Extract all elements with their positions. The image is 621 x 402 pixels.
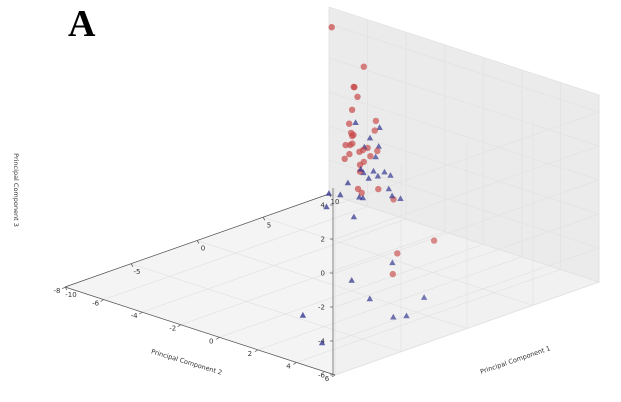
data-point-circle bbox=[328, 24, 335, 31]
z-axis-label: Principal Component 3 bbox=[12, 153, 20, 227]
y-axis-line bbox=[64, 286, 336, 376]
x-tick-mark bbox=[130, 263, 134, 267]
y-tick-mark bbox=[138, 311, 143, 315]
data-point-circle bbox=[372, 117, 380, 125]
data-point-triangle bbox=[385, 185, 392, 192]
z-tick-label: -6 bbox=[318, 372, 326, 380]
data-point-triangle bbox=[366, 295, 373, 302]
y-tick-label: 0 bbox=[209, 337, 213, 345]
data-point-triangle bbox=[420, 294, 428, 300]
data-point-circle bbox=[367, 153, 374, 160]
data-point-circle bbox=[389, 270, 396, 278]
data-point-triangle bbox=[337, 191, 344, 198]
y-tick-label: 6 bbox=[325, 375, 330, 383]
x-axis-label: Principal Component 1 bbox=[479, 344, 551, 376]
data-point-circle bbox=[354, 93, 361, 101]
grid-line-z bbox=[328, 57, 601, 240]
x-tick-label: 5 bbox=[267, 221, 271, 229]
y-tick-mark bbox=[100, 299, 104, 302]
x-tick-mark bbox=[196, 240, 200, 244]
z-tick-label: -2 bbox=[318, 304, 325, 312]
grid-line-z bbox=[328, 193, 601, 376]
x-tick-label: 10 bbox=[331, 198, 340, 206]
data-point-triangle bbox=[357, 165, 364, 172]
y-tick-label: 4 bbox=[286, 362, 291, 370]
data-point-circle bbox=[346, 150, 353, 158]
data-point-triangle bbox=[350, 213, 358, 220]
x-tick-label: -5 bbox=[134, 268, 141, 276]
y-tick-label: 2 bbox=[248, 350, 252, 358]
chart-points bbox=[299, 24, 438, 346]
data-point-triangle bbox=[325, 190, 333, 196]
data-point-circle bbox=[360, 63, 367, 70]
y-tick-mark bbox=[254, 349, 259, 353]
data-point-triangle bbox=[366, 134, 374, 141]
data-point-triangle bbox=[318, 339, 326, 346]
z-tick-label: 2 bbox=[321, 236, 325, 244]
data-point-circle bbox=[371, 127, 378, 134]
data-point-triangle bbox=[376, 124, 383, 130]
data-point-triangle bbox=[352, 119, 359, 125]
x-tick-label: 0 bbox=[201, 245, 205, 253]
y-tick-mark bbox=[331, 374, 336, 378]
y-tick-label: -8 bbox=[54, 287, 61, 295]
grid-line-z bbox=[328, 159, 601, 342]
data-point-circle bbox=[342, 141, 349, 149]
y-tick-mark bbox=[61, 286, 66, 290]
data-point-triangle bbox=[403, 312, 410, 319]
data-point-triangle bbox=[370, 167, 377, 174]
data-point-circle bbox=[354, 185, 362, 193]
data-point-circle bbox=[347, 129, 355, 137]
chart-panes bbox=[64, 6, 600, 376]
data-point-triangle bbox=[344, 179, 352, 186]
data-point-circle bbox=[348, 106, 356, 114]
y-tick-mark bbox=[216, 336, 220, 340]
y-tick-label: -2 bbox=[169, 325, 176, 333]
data-point-circle bbox=[350, 83, 357, 91]
data-point-triangle bbox=[374, 172, 382, 179]
data-point-triangle bbox=[388, 192, 396, 199]
data-point-triangle bbox=[348, 277, 355, 283]
x-tick-mark bbox=[262, 217, 266, 221]
z-tick-label: 4 bbox=[321, 202, 326, 210]
data-point-triangle bbox=[387, 172, 394, 178]
data-point-triangle bbox=[381, 168, 388, 175]
data-point-circle bbox=[375, 185, 382, 193]
y-tick-mark bbox=[177, 324, 181, 328]
data-point-circle bbox=[374, 147, 381, 155]
data-point-triangle bbox=[397, 195, 404, 201]
z-tick-label: 0 bbox=[321, 270, 325, 278]
panel-label: A bbox=[68, 3, 96, 45]
grid-line-z bbox=[328, 91, 601, 274]
data-point-circle bbox=[356, 161, 364, 168]
y-axis-label: Principal Component 2 bbox=[150, 347, 223, 376]
data-point-triangle bbox=[365, 175, 372, 181]
data-point-triangle bbox=[372, 153, 379, 160]
y-tick-label: -4 bbox=[131, 312, 139, 320]
data-point-circle bbox=[394, 250, 401, 257]
data-point-circle bbox=[341, 155, 348, 162]
data-point-triangle bbox=[299, 311, 307, 318]
y-tick-mark bbox=[293, 362, 297, 365]
data-point-triangle bbox=[356, 193, 363, 200]
data-point-triangle bbox=[390, 313, 397, 320]
x-tick-label: -10 bbox=[65, 291, 76, 299]
data-point-circle bbox=[430, 237, 438, 244]
x-tick-mark bbox=[64, 286, 68, 291]
data-point-circle bbox=[356, 148, 363, 155]
data-point-triangle bbox=[389, 259, 396, 266]
grid-line-z bbox=[328, 125, 601, 308]
y-tick-label: -6 bbox=[92, 300, 100, 308]
data-point-triangle bbox=[375, 143, 382, 149]
grid-line-z bbox=[328, 23, 601, 206]
data-point-triangle bbox=[323, 203, 330, 210]
data-point-circle bbox=[346, 120, 353, 127]
